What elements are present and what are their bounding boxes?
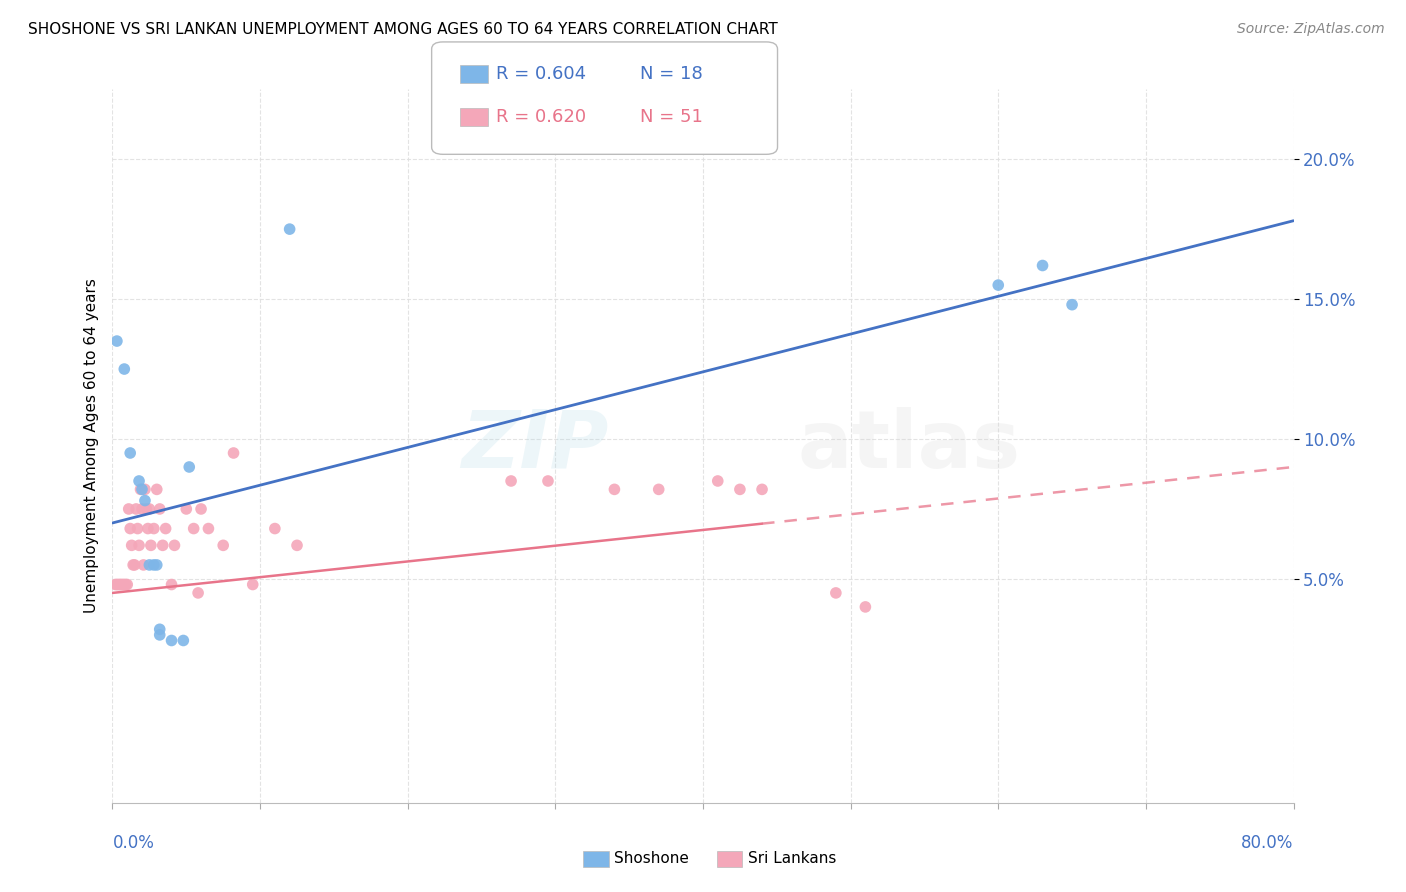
Point (172, 633, 194, 648)
Point (187, 586, 209, 600)
Point (647, 483, 671, 497)
Point (134, 493, 156, 508)
Text: N = 18: N = 18 (640, 65, 703, 83)
Point (163, 538, 186, 552)
Point (222, 446, 245, 460)
Point (1032, 259, 1054, 273)
Point (112, 577, 135, 591)
Point (855, 599, 877, 614)
Text: R = 0.604: R = 0.604 (496, 65, 586, 83)
Point (131, 502, 153, 516)
Point (104, 577, 127, 591)
Point (264, 522, 287, 536)
Point (160, 633, 183, 648)
Point (129, 483, 152, 497)
Point (134, 483, 156, 497)
Point (155, 522, 177, 536)
Point (107, 577, 129, 591)
Point (125, 502, 148, 516)
Point (114, 577, 136, 591)
Point (174, 502, 197, 516)
Point (987, 278, 1010, 293)
Point (136, 522, 159, 536)
Point (142, 522, 165, 536)
Point (132, 558, 155, 572)
Point (121, 538, 143, 552)
Text: R = 0.620: R = 0.620 (496, 108, 586, 126)
Point (728, 483, 751, 497)
Point (120, 446, 142, 460)
Point (751, 483, 773, 497)
Y-axis label: Unemployment Among Ages 60 to 64 years: Unemployment Among Ages 60 to 64 years (83, 278, 98, 614)
Point (197, 522, 219, 536)
Point (146, 483, 169, 497)
Point (128, 474, 150, 488)
Point (110, 577, 132, 591)
Point (278, 222, 301, 236)
Point (139, 538, 162, 552)
Point (124, 558, 146, 572)
Point (117, 577, 138, 591)
Point (242, 577, 264, 591)
Text: N = 51: N = 51 (640, 108, 703, 126)
Text: atlas: atlas (797, 407, 1021, 485)
Point (149, 628, 172, 642)
Text: Sri Lankans: Sri Lankans (748, 852, 837, 866)
Point (1062, 298, 1084, 312)
Point (149, 622, 172, 636)
Point (142, 558, 165, 572)
Text: SHOSHONE VS SRI LANKAN UNEMPLOYMENT AMONG AGES 60 TO 64 YEARS CORRELATION CHART: SHOSHONE VS SRI LANKAN UNEMPLOYMENT AMON… (28, 22, 778, 37)
Point (706, 474, 728, 488)
Point (152, 538, 174, 552)
Point (190, 502, 212, 516)
Text: Shoshone: Shoshone (614, 852, 689, 866)
Point (603, 483, 626, 497)
Point (108, 577, 131, 591)
Point (212, 538, 235, 552)
Point (824, 586, 846, 600)
Point (112, 362, 135, 376)
Point (131, 483, 153, 497)
Point (501, 474, 523, 488)
Point (183, 522, 205, 536)
Point (105, 334, 128, 348)
Point (135, 502, 157, 516)
Text: 80.0%: 80.0% (1241, 834, 1294, 852)
Point (160, 577, 183, 591)
Point (120, 522, 142, 536)
Point (111, 577, 134, 591)
Point (118, 502, 141, 516)
Point (146, 558, 169, 572)
Point (537, 474, 560, 488)
Text: ZIP: ZIP (461, 407, 609, 485)
Point (122, 558, 145, 572)
Text: Source: ZipAtlas.com: Source: ZipAtlas.com (1237, 22, 1385, 37)
Point (127, 522, 149, 536)
Point (285, 538, 308, 552)
Point (149, 502, 172, 516)
Point (138, 502, 160, 516)
Point (128, 538, 150, 552)
Text: 0.0%: 0.0% (112, 834, 155, 852)
Point (105, 577, 128, 591)
Point (138, 558, 160, 572)
Point (179, 460, 201, 475)
